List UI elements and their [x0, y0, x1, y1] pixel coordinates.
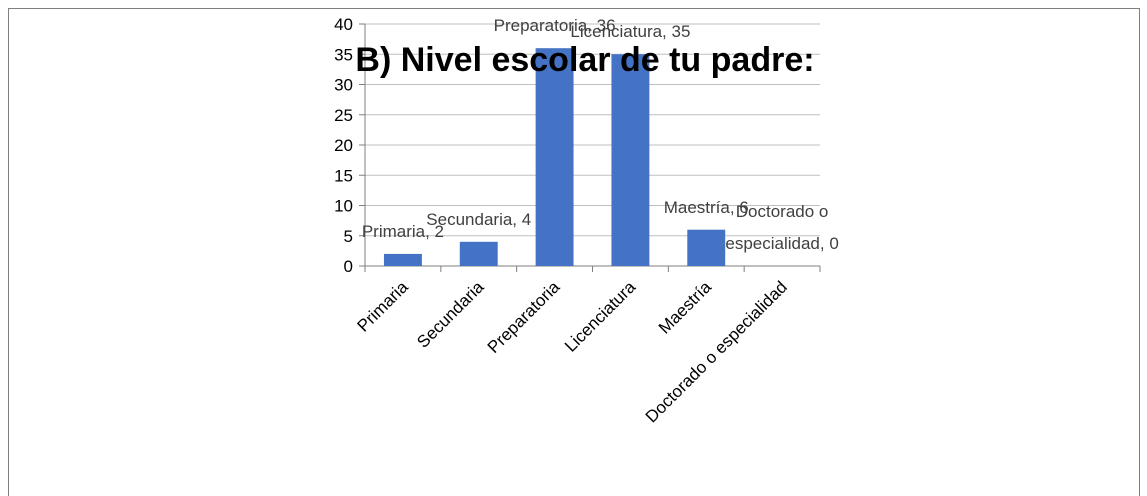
data-label: Secundaria, 4	[426, 209, 532, 229]
y-tick-label: 25	[334, 106, 353, 125]
y-tick-label: 20	[334, 136, 353, 155]
chart-border	[8, 8, 1140, 496]
y-tick-label: 40	[334, 15, 353, 34]
y-tick-label: 10	[334, 197, 353, 216]
data-label: Maestría, 6	[663, 197, 749, 217]
data-label: Primaria, 2	[361, 221, 444, 241]
y-tick-label: 0	[344, 257, 353, 276]
x-tick-label: Maestría	[655, 277, 716, 338]
data-label: Preparatoria, 36	[493, 16, 616, 36]
y-tick-label: 15	[334, 166, 353, 185]
bar	[383, 253, 422, 266]
bar	[535, 48, 574, 267]
chart-title: B) Nivel escolar de tu padre:	[355, 41, 814, 79]
x-tick-label: Licenciatura	[561, 277, 640, 356]
x-tick-label: Primaria	[354, 277, 413, 336]
y-tick-label: 35	[334, 45, 353, 64]
x-tick-label: Secundaria	[413, 277, 488, 352]
data-label: Licenciatura, 35	[570, 22, 691, 42]
bar	[459, 241, 498, 266]
data-label: Doctorado o especialidad, 0	[725, 202, 839, 253]
bar	[611, 54, 650, 266]
x-tick-label: Preparatoria	[484, 277, 564, 357]
x-tick-label: Doctorado o especialidad	[642, 277, 791, 426]
y-tick-label: 30	[334, 76, 353, 95]
y-tick-label: 5	[344, 227, 353, 246]
bar	[687, 229, 726, 266]
